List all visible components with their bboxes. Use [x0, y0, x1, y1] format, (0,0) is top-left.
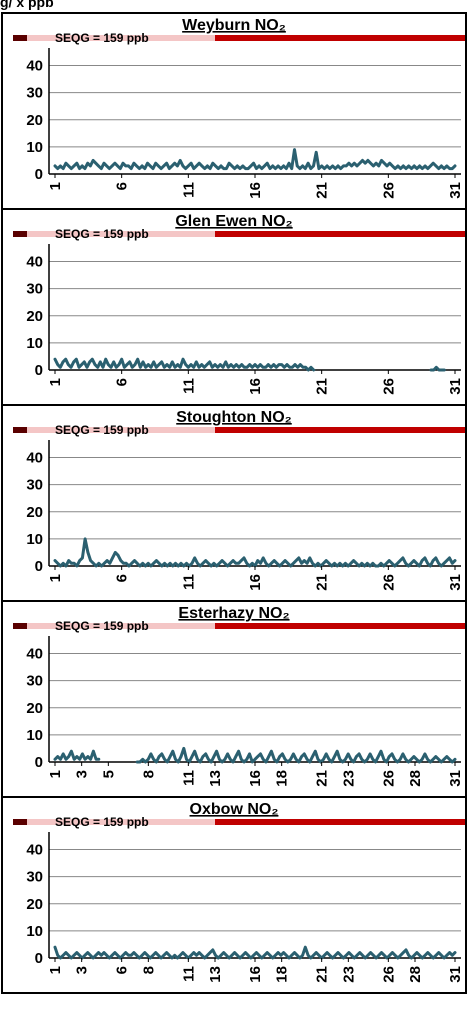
y-tick-label: 20 — [26, 700, 43, 717]
x-tick-label: 16 — [247, 378, 264, 395]
y-tick-label: 40 — [26, 450, 43, 467]
x-tick-label: 16 — [247, 574, 264, 591]
y-tick-label: 10 — [26, 335, 43, 352]
chart-panel-4: Esterhazy NO₂ 0 10 20 30 40 SEQG = 159 ppb 1 3 5 8… — [1, 600, 467, 798]
chart-panel-1: Weyburn NO₂ 0 10 20 30 40 SEQG = 159 ppb 1 6 11 16… — [1, 12, 467, 210]
x-tick-label: 18 — [274, 966, 291, 983]
series-line — [53, 945, 457, 960]
x-tick-label: 16 — [247, 182, 264, 199]
seqg-label: SEQG = 159 ppb — [55, 815, 149, 829]
y-tick-label: 20 — [26, 112, 43, 129]
x-tick-label: 26 — [380, 770, 397, 787]
y-tick-label: 10 — [26, 531, 43, 548]
x-tick-label: 1 — [47, 182, 64, 190]
y-tick-label: 20 — [26, 504, 43, 521]
x-tick-label: 31 — [447, 574, 464, 591]
seqg-label: SEQG = 159 ppb — [55, 227, 149, 241]
chart-panel-2: Glen Ewen NO₂ 0 10 20 30 40 SEQG = 159 ppb 1 6 11… — [1, 208, 467, 406]
x-tick-label: 1 — [47, 966, 64, 974]
y-tick-label: 0 — [35, 950, 43, 967]
x-tick-label: 11 — [180, 770, 197, 786]
chart-title: Stoughton NO₂ — [176, 409, 292, 426]
x-tick-label: 8 — [140, 770, 157, 778]
x-tick-label: 6 — [114, 378, 131, 386]
x-tick-label: 26 — [380, 574, 397, 591]
x-tick-label: 6 — [114, 574, 131, 582]
x-tick-label: 21 — [314, 574, 331, 591]
seqg-label: SEQG = 159 ppb — [55, 619, 149, 633]
x-tick-label: 11 — [180, 182, 197, 198]
chart-panel-5: Oxbow NO₂ 0 10 20 30 40 SEQG = 159 ppb 1 3 6 8 11 13… — [1, 796, 467, 994]
x-tick-label: 31 — [447, 378, 464, 395]
x-tick-label: 1 — [47, 378, 64, 386]
chart-title: Weyburn NO₂ — [182, 17, 286, 34]
x-tick-label: 16 — [247, 770, 264, 787]
x-tick-label: 26 — [380, 966, 397, 983]
y-tick-label: 0 — [35, 558, 43, 575]
y-tick-label: 30 — [26, 673, 43, 690]
seqg-label: SEQG = 159 ppb — [55, 31, 149, 45]
x-tick-label: 6 — [114, 966, 131, 974]
x-tick-label: 31 — [447, 182, 464, 199]
chart-title: Esterhazy NO₂ — [178, 605, 289, 622]
x-tick-label: 28 — [407, 770, 424, 787]
x-tick-label: 21 — [314, 378, 331, 395]
x-tick-label: 31 — [447, 966, 464, 983]
x-tick-label: 11 — [180, 574, 197, 590]
seqg-label: SEQG = 159 ppb — [55, 423, 149, 437]
y-tick-label: 20 — [26, 896, 43, 913]
x-tick-label: 6 — [114, 182, 131, 190]
y-tick-label: 40 — [26, 58, 43, 75]
x-tick-label: 16 — [247, 966, 264, 983]
x-tick-label: 3 — [74, 966, 91, 974]
x-tick-label: 13 — [207, 966, 224, 983]
y-tick-label: 30 — [26, 477, 43, 494]
x-tick-label: 28 — [407, 966, 424, 983]
y-tick-label: 30 — [26, 85, 43, 102]
y-tick-label: 0 — [35, 362, 43, 379]
x-tick-label: 11 — [180, 966, 197, 982]
x-tick-label: 13 — [207, 770, 224, 787]
x-tick-label: 21 — [314, 182, 331, 199]
x-tick-label: 3 — [74, 770, 91, 778]
x-tick-label: 26 — [380, 378, 397, 395]
series-line — [53, 357, 446, 372]
x-tick-label: 21 — [314, 966, 331, 983]
x-tick-label: 23 — [340, 966, 357, 983]
y-tick-label: 40 — [26, 646, 43, 663]
x-tick-label: 1 — [47, 770, 64, 778]
y-tick-label: 30 — [26, 281, 43, 298]
y-tick-label: 0 — [35, 754, 43, 771]
y-tick-label: 20 — [26, 308, 43, 325]
page-header-fragment: g/ x ppb — [0, 0, 54, 10]
x-tick-label: 18 — [274, 770, 291, 787]
series-line — [53, 746, 457, 764]
x-tick-label: 31 — [447, 770, 464, 787]
chart-title: Oxbow NO₂ — [190, 801, 279, 818]
y-tick-label: 10 — [26, 727, 43, 744]
y-tick-label: 40 — [26, 254, 43, 271]
y-tick-label: 10 — [26, 139, 43, 156]
y-tick-label: 30 — [26, 869, 43, 886]
x-tick-label: 5 — [100, 770, 117, 778]
chart-title: Glen Ewen NO₂ — [175, 213, 292, 230]
series-line — [53, 537, 457, 568]
x-tick-label: 26 — [380, 182, 397, 199]
y-tick-label: 0 — [35, 166, 43, 183]
x-tick-label: 21 — [314, 770, 331, 787]
chart-panel-3: Stoughton NO₂ 0 10 20 30 40 SEQG = 159 ppb 1 6 11… — [1, 404, 467, 602]
x-tick-label: 11 — [180, 378, 197, 394]
x-tick-label: 1 — [47, 574, 64, 582]
y-tick-label: 40 — [26, 842, 43, 859]
x-tick-label: 23 — [340, 770, 357, 787]
y-tick-label: 10 — [26, 923, 43, 940]
x-tick-label: 8 — [140, 966, 157, 974]
series-line — [53, 148, 457, 171]
